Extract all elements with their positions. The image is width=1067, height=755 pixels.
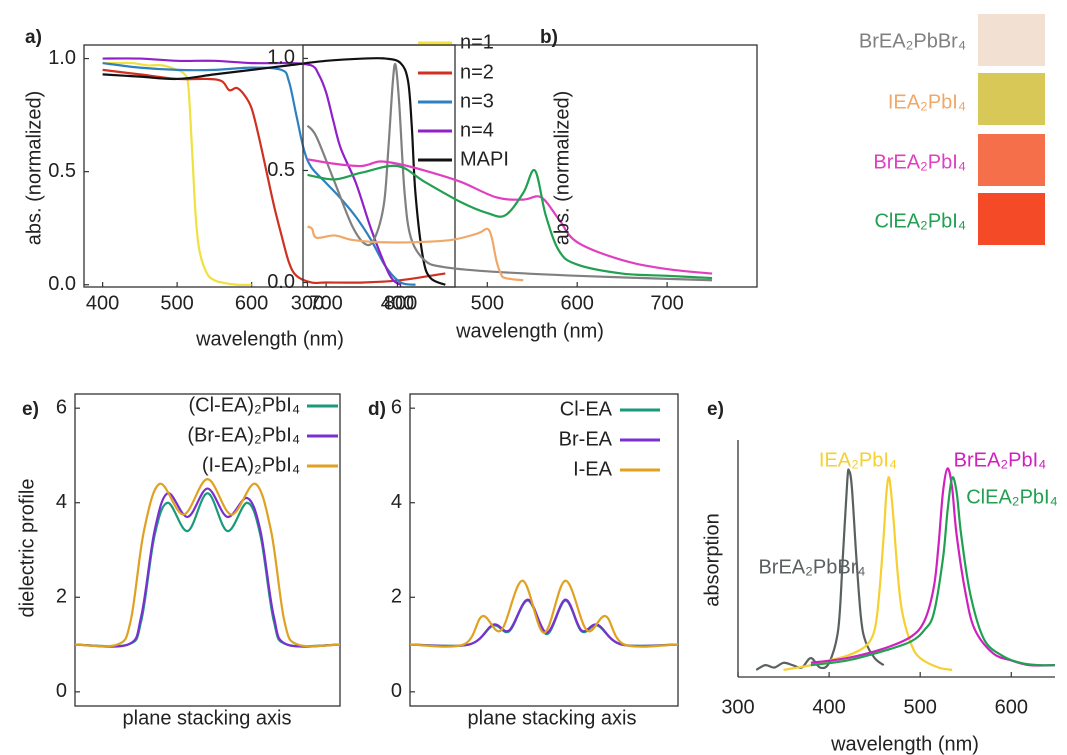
legend-label: I-EA: [573, 458, 613, 480]
legend-label: Cl-EA: [560, 398, 613, 420]
data-line: [307, 164, 713, 280]
x-tick-label: 700: [309, 292, 342, 314]
data-line: [810, 467, 1056, 667]
panel: 0 2 4 6 Cl-EA Br-EA I-EA plane stacking axis d): [368, 393, 679, 729]
x-tick-label: 400: [381, 292, 414, 314]
panel-label: d): [368, 399, 386, 420]
x-tick-label: 500: [903, 696, 936, 718]
x-tick-label: 600: [995, 696, 1028, 718]
data-line: [102, 57, 446, 286]
legend-label: (I-EA)₂PbI₄: [202, 454, 300, 476]
y-axis-label: absorption: [701, 513, 723, 606]
panel: 300 400 500 600 BrEA₂PbBr₄ IEA₂PbI₄ BrEA₂PbI₄ C…: [701, 399, 1057, 755]
y-tick-label: 2: [391, 586, 402, 608]
y-tick-label: 0.0: [48, 273, 76, 295]
data-line: [307, 225, 524, 282]
photo-swatch: [978, 73, 1045, 125]
legend-label: IEA₂PbI₄: [888, 91, 966, 113]
legend-label: Br-EA: [559, 428, 613, 450]
plot-frame: [83, 44, 456, 288]
legend-label: BrEA₂PbI₄: [873, 151, 966, 173]
data-line: [102, 61, 416, 286]
y-tick-label: 0.5: [267, 159, 295, 181]
y-tick-label: 6: [56, 396, 67, 418]
legend-label: BrEA₂PbBr₄: [859, 30, 966, 52]
data-line: [74, 492, 341, 648]
data-line: [102, 57, 402, 286]
x-tick-label: 400: [86, 292, 119, 314]
panel-label: b): [540, 27, 558, 48]
x-axis-label: wavelength (nm): [830, 733, 979, 755]
data-line: [307, 158, 713, 275]
y-axis-label: dielectric profile: [16, 479, 38, 618]
data-line: [783, 476, 953, 671]
y-tick-label: 1.0: [48, 47, 76, 69]
y-axis-label: abs. (normalized): [551, 91, 573, 246]
x-tick-label: 300: [291, 292, 324, 314]
legend-label: n=2: [460, 61, 494, 83]
panel-label: e): [707, 399, 724, 420]
y-tick-label: 0: [391, 680, 402, 702]
panel: 0 2 4 6 (Cl-EA)₂PbI₄ (Br-EA)₂PbI₄ (I-EA)₂PbI₄ p…: [16, 393, 341, 729]
plot-frame: [302, 44, 758, 288]
photo-swatch: [978, 193, 1045, 245]
legend-label: n=1: [460, 31, 494, 53]
data-line: [74, 487, 341, 648]
data-line: [409, 598, 679, 648]
x-axis-label: wavelength (nm): [195, 328, 344, 350]
x-tick-label: 300: [721, 696, 754, 718]
legend-label: n=4: [460, 119, 494, 141]
y-tick-label: 6: [391, 396, 402, 418]
data-line: [306, 62, 713, 282]
x-tick-label: 400: [812, 696, 845, 718]
x-axis-label: plane stacking axis: [123, 707, 292, 729]
y-tick-label: 0.5: [48, 160, 76, 182]
peak-label: BrEA₂PbI₄: [954, 449, 1047, 471]
y-tick-label: 4: [56, 491, 67, 513]
y-tick-label: 4: [391, 491, 402, 513]
data-line: [102, 61, 252, 287]
data-line: [409, 579, 679, 648]
peak-label: IEA₂PbI₄: [819, 449, 897, 471]
x-axis-label: wavelength (nm): [455, 320, 604, 342]
sample-photos: [978, 14, 1045, 245]
x-tick-label: 600: [561, 292, 594, 314]
legend-label: (Cl-EA)₂PbI₄: [189, 394, 301, 416]
legend-label: n=3: [460, 90, 494, 112]
y-axis-label: abs. (normalized): [23, 91, 45, 246]
x-tick-label: 700: [650, 292, 683, 314]
legend-label: ClEA₂PbI₄: [874, 210, 966, 232]
legend-label: MAPI: [460, 148, 509, 170]
data-line: [755, 468, 885, 671]
legend-label: (Br-EA)₂PbI₄: [187, 424, 300, 446]
data-line: [810, 476, 1056, 667]
data-line: [409, 599, 679, 648]
y-tick-label: 2: [56, 586, 67, 608]
x-tick-label: 500: [471, 292, 504, 314]
panel: 0.0 0.5 1.0 300 400 500 600 700 BrEA₂PbBr₄ IEA₂Pb…: [267, 27, 966, 342]
plot-frame: [74, 393, 341, 707]
x-axis-label: plane stacking axis: [468, 707, 637, 729]
plot-frame: [409, 393, 679, 707]
peak-label: BrEA₂PbBr₄: [758, 556, 865, 578]
photo-swatch: [978, 14, 1045, 66]
y-tick-label: 0.0: [267, 271, 295, 293]
data-line: [102, 68, 446, 285]
x-tick-label: 600: [235, 292, 268, 314]
peak-label: ClEA₂PbI₄: [966, 486, 1058, 508]
panel-label: e): [22, 399, 39, 420]
data-line: [74, 477, 341, 648]
x-tick-label: 800: [384, 292, 417, 314]
y-tick-label: 1.0: [267, 47, 295, 69]
x-tick-label: 500: [160, 292, 193, 314]
y-tick-label: 0: [56, 680, 67, 702]
panel: 0.0 0.5 1.0 400 500 600 700 800 n=1 n=2 n=3 n=4 MAPI…: [23, 27, 509, 350]
photo-swatch: [978, 134, 1045, 186]
panel-label: a): [25, 27, 42, 48]
